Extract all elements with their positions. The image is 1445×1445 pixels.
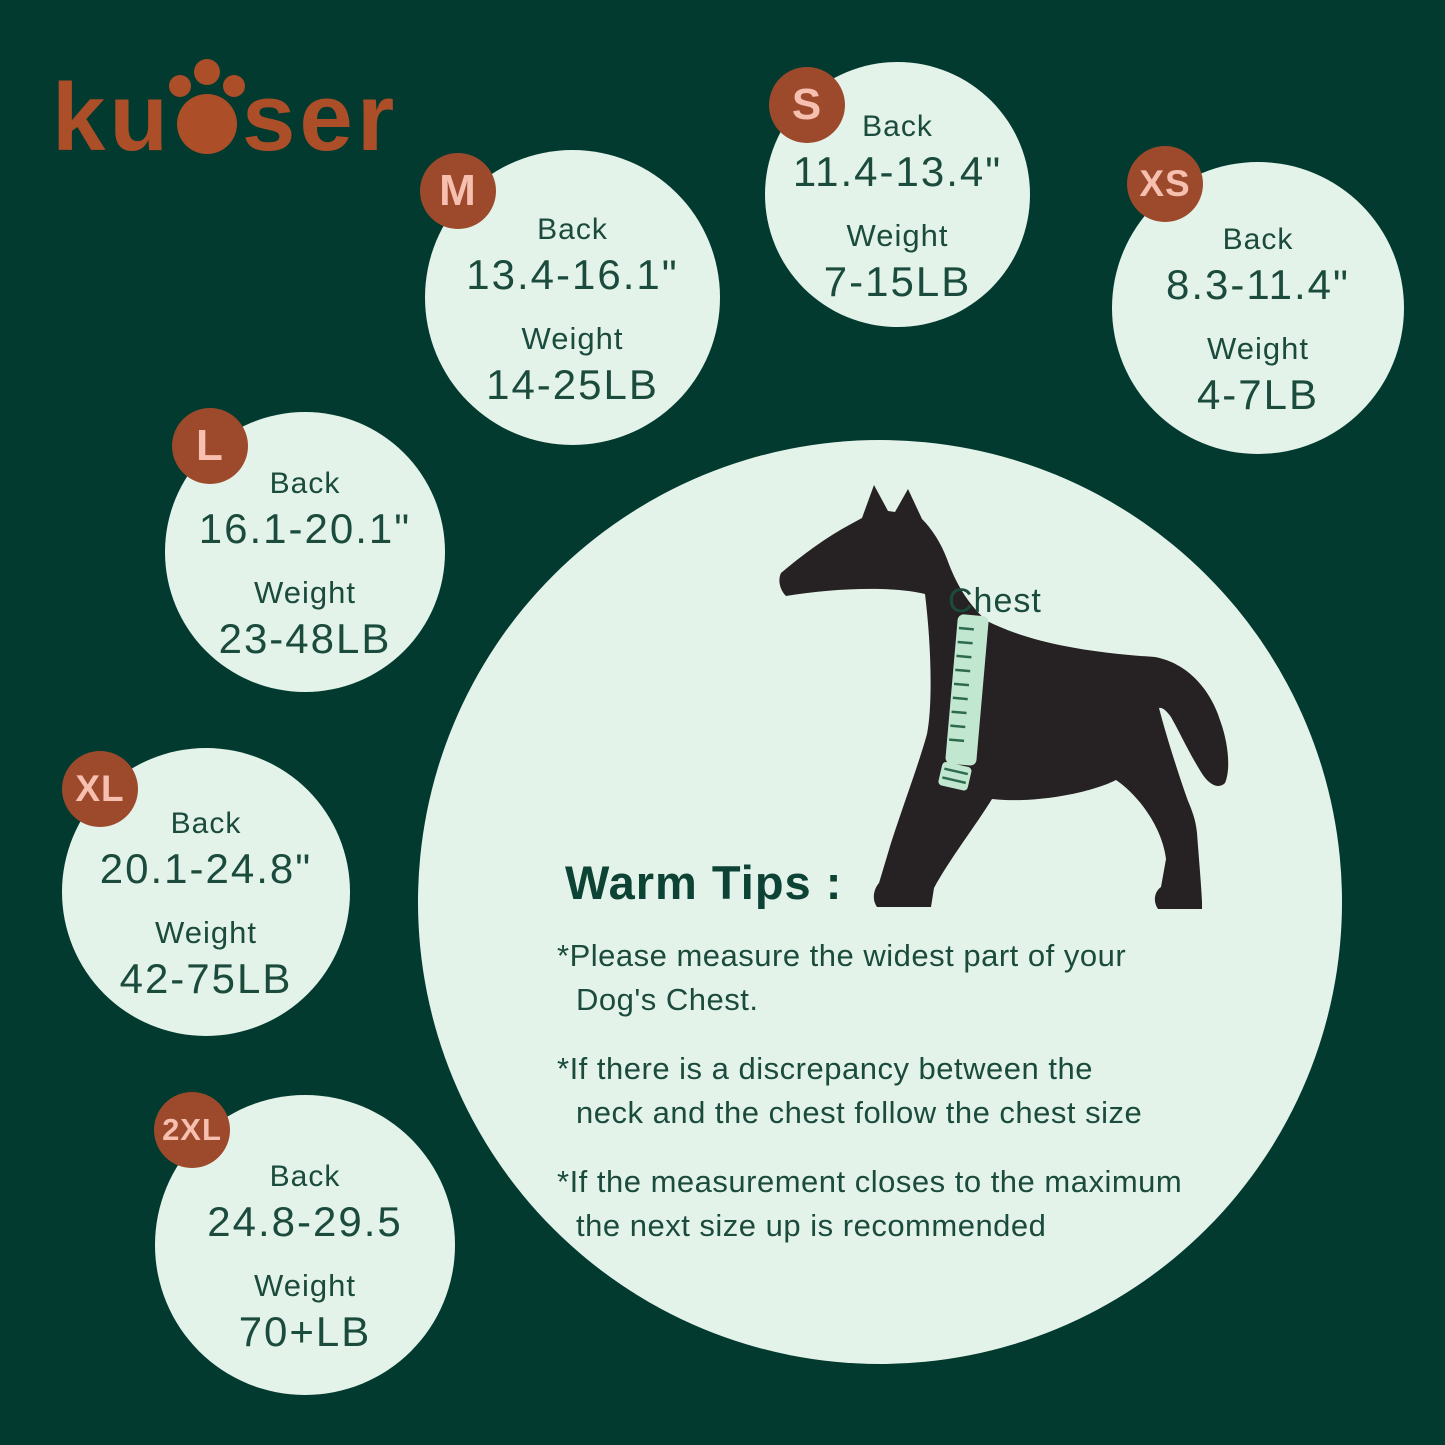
weight-value: 70+LB [238,1308,372,1355]
warm-tip: *If there is a discrepancy between the n… [557,1051,1143,1130]
weight-label: Weight [521,320,624,356]
size-badge-s: S [769,67,845,143]
weight-value: 23-48LB [218,615,392,662]
warm-tips-list: *Please measure the widest part of your … [557,934,1257,1273]
measuring-tape-icon [938,614,989,791]
paw-icon [169,59,246,154]
logo-text-right: ser [242,64,399,172]
back-value: 16.1-20.1" [198,505,412,552]
weight-label: Weight [846,217,949,253]
weight-value: 14-25LB [486,360,659,408]
size-badge-m: M [420,153,496,229]
dog-silhouette [779,485,1229,909]
size-badge-2xl: 2XL [154,1092,230,1168]
weight-label: Weight [254,575,356,610]
size-circle-m: Back 13.4-16.1" Weight 14-25LB [425,150,720,445]
back-value: 11.4-13.4" [792,147,1003,195]
back-label: Back [170,807,242,840]
warm-tip: *If the measurement closes to the maximu… [557,1164,1183,1243]
warm-tip: *Please measure the widest part of your … [557,938,1127,1017]
weight-label: Weight [1207,331,1309,366]
size-circle-s: Back 11.4-13.4" Weight 7-15LB [765,62,1030,327]
logo-text-left: ku [52,64,173,172]
brand-logo: ku ser [52,52,399,172]
weight-label: Weight [254,1268,356,1303]
warm-tips-heading: Warm Tips : [565,856,843,909]
chest-label: Chest [948,582,1042,620]
size-badge-xl: XL [62,751,138,827]
weight-value: 4-7LB [1196,371,1320,418]
weight-value: 42-75LB [119,955,293,1002]
back-label: Back [862,109,933,143]
back-value: 13.4-16.1" [466,250,679,298]
back-label: Back [537,212,608,246]
back-value: 8.3-11.4" [1166,261,1350,308]
weight-label: Weight [155,915,257,950]
weight-value: 7-15LB [823,257,972,305]
back-label: Back [1222,223,1294,256]
back-value: 24.8-29.5 [207,1198,403,1245]
size-circle-2xl: Back 24.8-29.5 Weight 70+LB [155,1095,455,1395]
back-label: Back [269,1160,341,1193]
back-label: Back [269,467,341,500]
size-badge-xs: XS [1127,146,1203,222]
size-badge-l: L [172,408,248,484]
back-value: 20.1-24.8" [99,845,313,892]
